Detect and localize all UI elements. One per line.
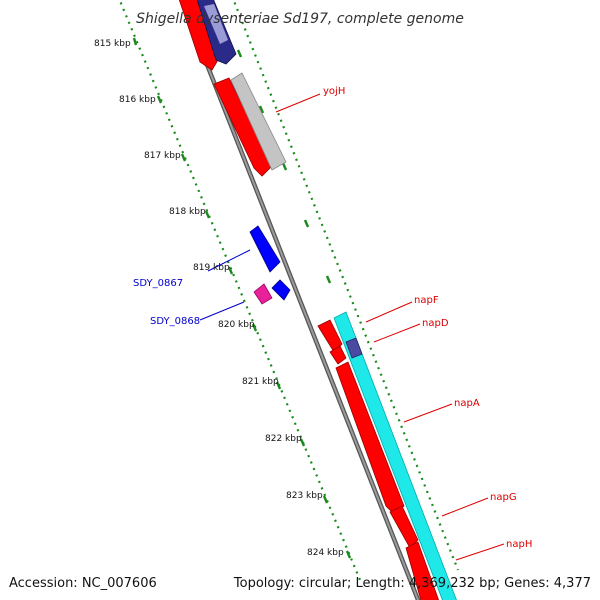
gene-lavender-top [204, 4, 228, 44]
tick-labels: 815 kbp 816 kbp 817 kbp 818 kbp 819 kbp … [94, 39, 344, 558]
tick-label: 821 kbp [242, 377, 279, 387]
gene-red-napG[interactable] [389, 505, 419, 549]
tick-label: 819 kbp [193, 263, 230, 273]
label-leaders [199, 93, 505, 561]
gene-gray-yojH[interactable] [230, 72, 287, 171]
tick-label: 815 kbp [94, 39, 131, 49]
gene-red-yojH-forward[interactable] [213, 77, 273, 177]
gene-blue-2[interactable] [271, 279, 291, 301]
tick-label: 824 kbp [307, 548, 344, 558]
outer-ruler-ticks [132, 37, 352, 559]
tick-label: 818 kbp [169, 207, 206, 217]
gene-labels: yojH napF napD napA napG napH SDY_0867 S… [133, 86, 532, 550]
gene-label-napF[interactable]: napF [414, 295, 439, 306]
gene-red-top[interactable] [178, 0, 219, 71]
gene-pink-SDY_0868[interactable] [253, 283, 273, 305]
gene-cyan-reverse[interactable] [333, 311, 458, 600]
gene-red-napH[interactable] [405, 541, 440, 600]
outer-ruler [118, 0, 362, 581]
genes [178, 0, 458, 600]
inner-ruler [232, 0, 460, 571]
gene-label-napD[interactable]: napD [422, 318, 449, 329]
gene-navy-napD[interactable] [345, 337, 363, 359]
tick-label: 820 kbp [218, 320, 255, 330]
gene-label-napA[interactable]: napA [454, 398, 480, 409]
topology-text: Topology: circular; Length: 4,369,232 bp… [233, 576, 591, 591]
gene-label-SDY_0868[interactable]: SDY_0868 [150, 316, 200, 327]
genome-backbone [179, 0, 421, 600]
accession-text: Accession: NC_007606 [9, 576, 157, 591]
gene-label-SDY_0867[interactable]: SDY_0867 [133, 278, 183, 289]
map-title: Shigella dysenteriae Sd197, complete gen… [136, 11, 464, 27]
gene-label-yojH[interactable]: yojH [323, 86, 345, 97]
tick-label: 816 kbp [119, 95, 156, 105]
tick-label: 822 kbp [265, 434, 302, 444]
gene-label-napG[interactable]: napG [490, 492, 517, 503]
gene-red-napD[interactable] [329, 345, 347, 365]
tick-label: 817 kbp [144, 151, 181, 161]
tick-label: 823 kbp [286, 491, 323, 501]
gene-blue-1[interactable] [249, 225, 281, 273]
gene-label-napH[interactable]: napH [506, 539, 532, 550]
gene-red-napF[interactable] [317, 319, 343, 353]
